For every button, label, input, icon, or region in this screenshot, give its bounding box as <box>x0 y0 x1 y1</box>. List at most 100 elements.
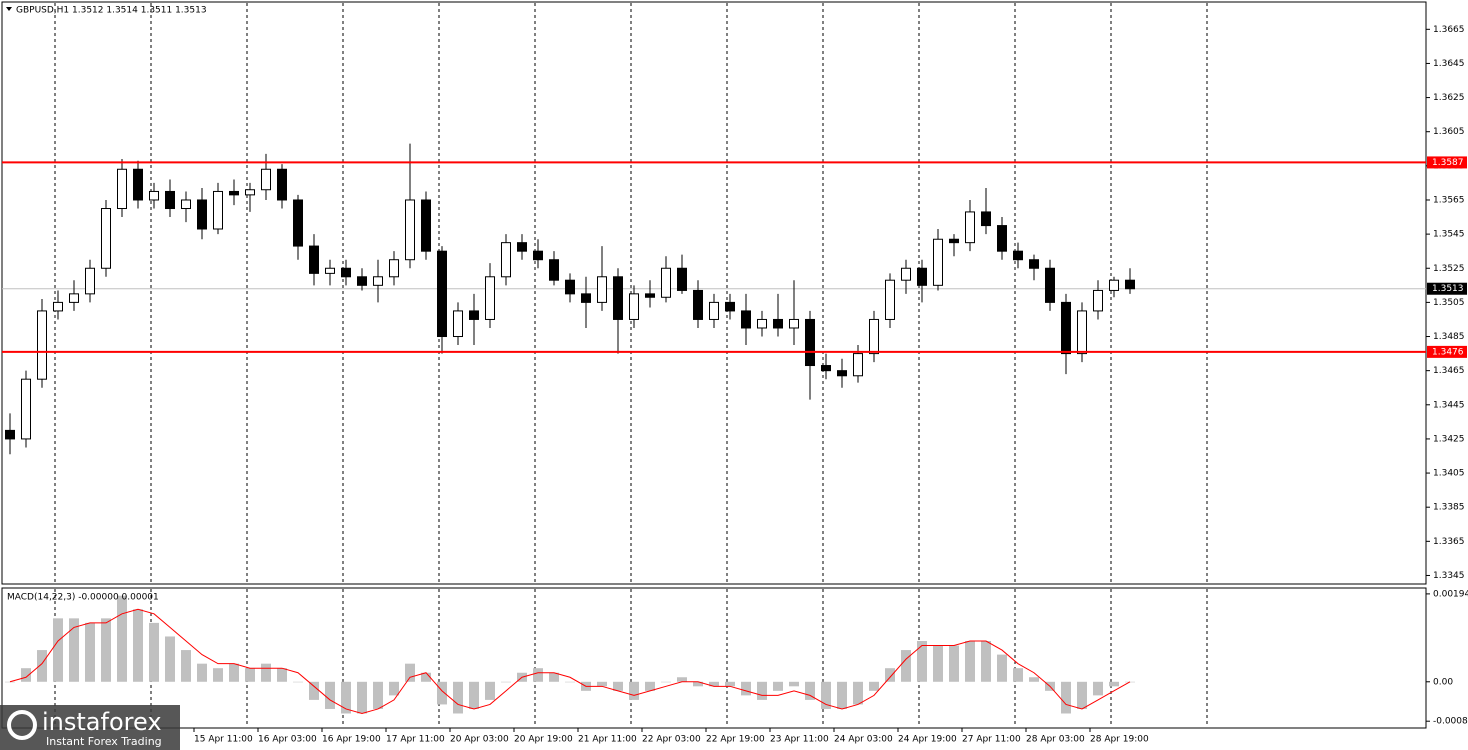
macd-bar <box>981 641 991 682</box>
macd-bar <box>949 645 959 682</box>
y-tick-label: 1.3445 <box>1433 400 1465 410</box>
macd-bar <box>245 668 255 682</box>
y-tick-label: 1.3465 <box>1433 366 1465 376</box>
candle-body <box>741 310 751 329</box>
candle-body <box>805 318 815 367</box>
candle-body <box>293 199 303 247</box>
candle-body <box>117 168 127 210</box>
y-tick-label: 1.3545 <box>1433 230 1465 240</box>
y-tick-label: 1.3565 <box>1433 195 1465 205</box>
x-tick-label: 22 Apr 03:00 <box>642 735 701 745</box>
macd-bar <box>21 668 31 682</box>
y-tick-label: -0.00087 <box>1433 717 1468 727</box>
macd-bar <box>661 681 671 683</box>
price-panel <box>1 1 1427 585</box>
macd-bar <box>37 650 47 682</box>
candle-body <box>229 190 239 196</box>
candle-body <box>709 301 719 320</box>
candle-body <box>789 318 799 329</box>
macd-bar <box>741 681 751 696</box>
macd-bar <box>1109 681 1119 687</box>
last-price-box <box>1427 282 1467 295</box>
candle-body <box>693 289 703 320</box>
x-tick-label: 20 Apr 19:00 <box>514 735 573 745</box>
candle-body <box>517 242 527 252</box>
last-price-label: 1.3513 <box>1432 284 1464 294</box>
macd-bar <box>565 681 575 683</box>
candle-body <box>309 245 319 274</box>
macd-bar <box>293 681 303 683</box>
candle-body <box>325 267 335 274</box>
candle-body <box>1029 259 1039 269</box>
candle-body <box>1013 250 1023 261</box>
level-label: 1.3587 <box>1432 158 1464 168</box>
candle-body <box>645 293 655 298</box>
title-marker <box>6 7 12 11</box>
y-tick-label: 1.3425 <box>1433 434 1465 444</box>
macd-bar <box>869 681 879 691</box>
macd-bar <box>613 681 623 691</box>
x-tick-label: 20 Apr 03:00 <box>450 735 509 745</box>
candle-body <box>261 168 271 191</box>
macd-bar <box>709 681 719 687</box>
macd-bar <box>901 650 911 682</box>
macd-bar <box>965 641 975 682</box>
candle-body <box>773 318 783 329</box>
candle-body <box>453 310 463 338</box>
level-label: 1.3476 <box>1432 347 1464 357</box>
candle-body <box>917 267 927 286</box>
macd-title: MACD(14,22,3) -0.00000 0.00001 <box>7 593 159 603</box>
candle-body <box>21 378 31 440</box>
x-tick-label: 27 Apr 11:00 <box>962 735 1021 745</box>
y-tick-label: 1.3625 <box>1433 93 1465 103</box>
candle-body <box>245 189 255 196</box>
x-tick-label: 22 Apr 19:00 <box>706 735 765 745</box>
x-tick-label: 21 Apr 11:00 <box>578 735 637 745</box>
macd-bar <box>373 681 383 709</box>
macd-bar <box>197 663 207 682</box>
x-tick-label: 28 Apr 03:00 <box>1026 735 1085 745</box>
macd-bar <box>213 668 223 682</box>
macd-bar <box>277 668 287 682</box>
candle-body <box>933 238 943 286</box>
candle-body <box>581 293 591 303</box>
macd-bar <box>133 609 143 682</box>
macd-bar <box>645 681 655 691</box>
macd-bar <box>405 663 415 682</box>
candle-body <box>277 168 287 201</box>
candle-body <box>5 429 15 440</box>
chart-title: GBPUSD,H1 1.3512 1.3514 1.3511 1.3513 <box>16 6 207 16</box>
candle-body <box>101 208 111 269</box>
x-tick-label: 15 Apr 11:00 <box>194 735 253 745</box>
macd-bar <box>69 618 79 682</box>
candle-body <box>677 267 687 291</box>
y-tick-label: 1.3525 <box>1433 264 1465 274</box>
candle-body <box>341 267 351 278</box>
x-tick-label: 17 Apr 11:00 <box>386 735 445 745</box>
macd-bar <box>917 641 927 682</box>
y-tick-label: 1.3605 <box>1433 127 1465 137</box>
macd-panel <box>1 587 1427 729</box>
macd-bar <box>853 681 863 705</box>
candle-body <box>629 293 639 320</box>
candle-body <box>1077 310 1087 355</box>
x-tick-label: 28 Apr 19:00 <box>1090 735 1149 745</box>
candle-body <box>469 310 479 320</box>
candle-body <box>421 199 431 252</box>
macd-bar <box>1077 681 1087 709</box>
macd-bar <box>5 681 15 683</box>
candle-body <box>149 190 159 201</box>
logo-brand: instaforex <box>42 708 162 736</box>
candle-body <box>389 259 399 278</box>
macd-bar <box>229 663 239 682</box>
macd-bar <box>933 645 943 682</box>
candle-body <box>133 168 143 201</box>
macd-bar <box>357 681 367 714</box>
candle-body <box>597 276 607 303</box>
macd-bar <box>485 681 495 700</box>
candle-body <box>997 225 1007 252</box>
macd-bar <box>101 618 111 682</box>
candle-body <box>53 301 63 312</box>
level-label-box <box>1427 345 1467 358</box>
